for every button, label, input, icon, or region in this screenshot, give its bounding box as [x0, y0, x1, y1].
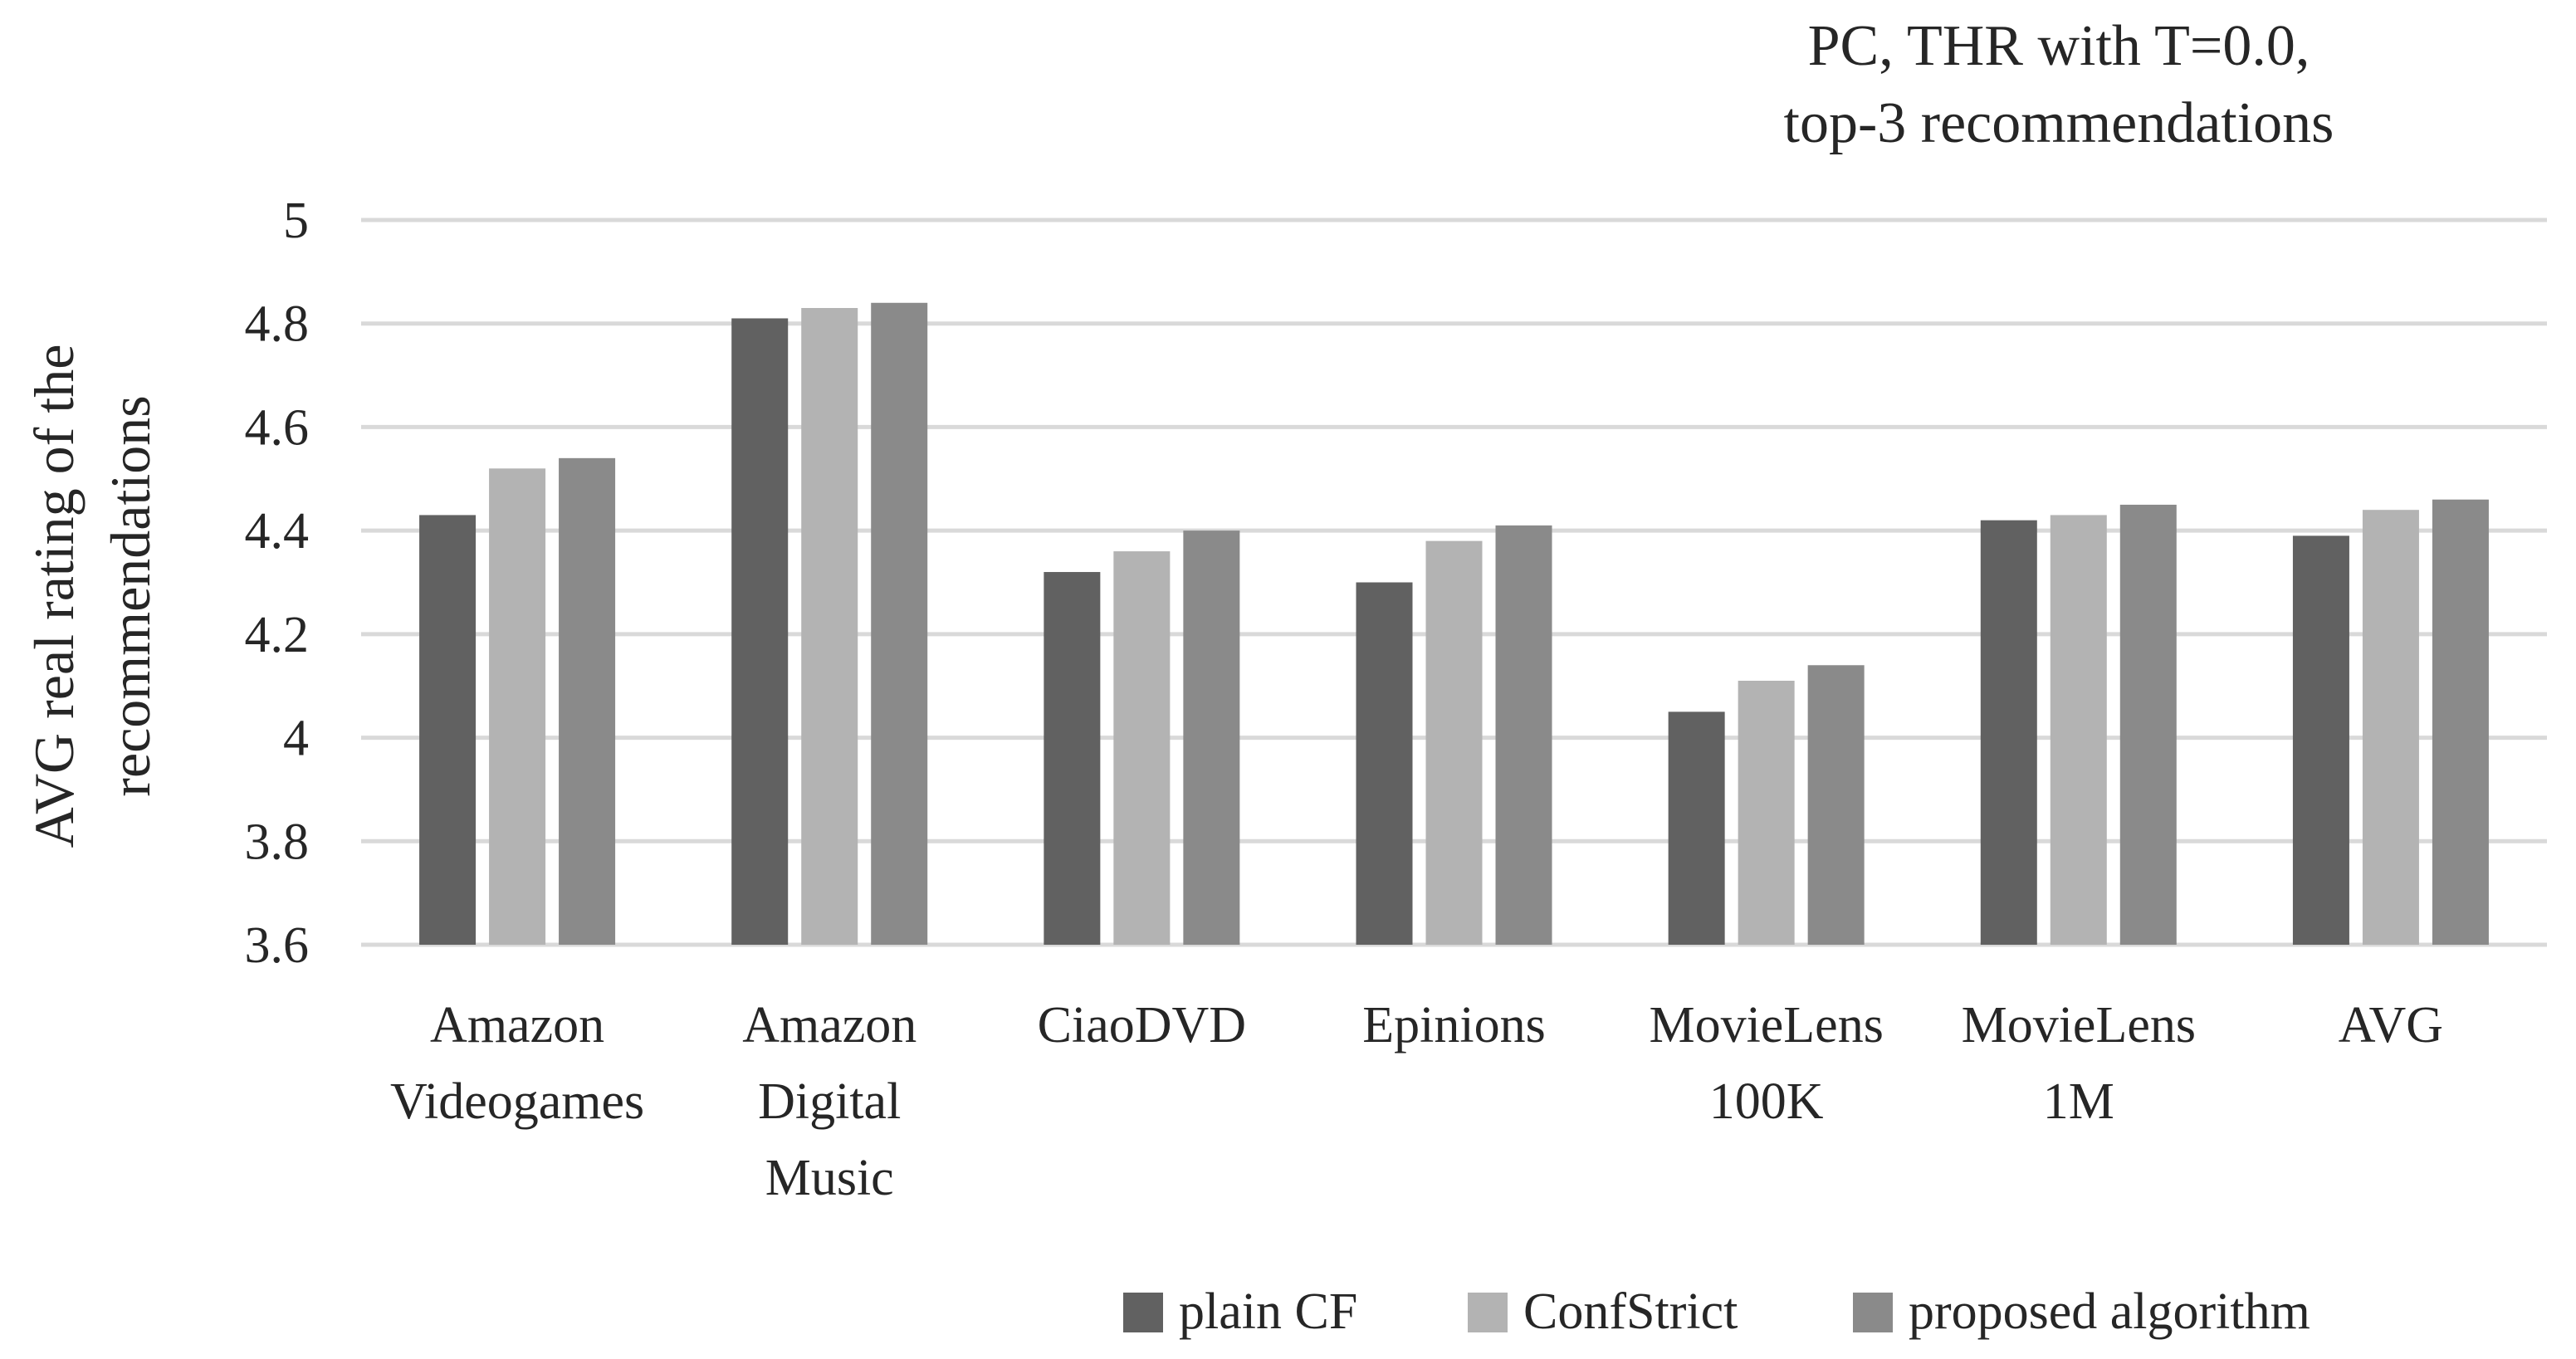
x-category-label: Digital	[758, 1073, 901, 1130]
y-tick-label: 3.8	[245, 814, 310, 870]
x-category-label: Amazon	[430, 997, 604, 1053]
bar-confstrict[interactable]	[2050, 515, 2107, 945]
legend-label-plain-cf: plain CF	[1179, 1283, 1357, 1340]
bar-confstrict[interactable]	[1425, 540, 1483, 945]
y-tick-label: 4	[283, 711, 309, 767]
x-category-label: MovieLens	[1649, 997, 1883, 1053]
x-category-label: 100K	[1709, 1073, 1824, 1130]
bar-confstrict[interactable]	[1113, 551, 1171, 945]
bar-plain-cf[interactable]	[1980, 520, 2037, 945]
legend[interactable]: plain CF ConfStrict proposed algorithm	[1123, 1283, 2310, 1340]
bar-plain-cf[interactable]	[419, 515, 477, 945]
bar-plain-cf[interactable]	[1356, 582, 1413, 946]
x-category-label: Videogames	[390, 1073, 644, 1130]
bar-confstrict[interactable]	[2362, 510, 2419, 945]
x-category-label: Music	[765, 1150, 894, 1206]
x-axis-category-labels: Amazon Videogames Amazon Digital Music CiaoDV…	[390, 997, 2443, 1206]
x-category-label: MovieLens	[1962, 997, 2196, 1053]
legend-swatch-confstrict	[1468, 1293, 1508, 1332]
y-axis-title: AVG real rating of the recommendations	[22, 345, 162, 848]
bars	[419, 302, 2489, 946]
x-category-label: 1M	[2043, 1073, 2114, 1130]
bar-confstrict[interactable]	[1738, 680, 1795, 945]
bar-plain-cf[interactable]	[1668, 711, 1725, 945]
bar-proposed-algorithm[interactable]	[559, 457, 616, 945]
bar-proposed-algorithm[interactable]	[2119, 504, 2177, 945]
bar-proposed-algorithm[interactable]	[871, 302, 928, 945]
bar-proposed-algorithm[interactable]	[2432, 499, 2489, 945]
bar-confstrict[interactable]	[489, 468, 546, 945]
bar-plain-cf[interactable]	[2292, 535, 2349, 945]
chart-title: PC, THR with T=0.0, top-3 recommendations	[1784, 14, 2334, 155]
legend-label-proposed-algorithm: proposed algorithm	[1909, 1283, 2310, 1340]
legend-swatch-plain-cf	[1123, 1293, 1163, 1332]
y-axis-ticks: 3.6 3.8 4 4.2 4.4 4.6 4.8 5	[245, 193, 310, 974]
bar-proposed-algorithm[interactable]	[1807, 665, 1865, 945]
y-tick-label: 3.6	[245, 917, 310, 974]
legend-swatch-proposed-algorithm	[1853, 1293, 1893, 1332]
y-tick-label: 4.2	[245, 607, 310, 663]
bar-confstrict[interactable]	[801, 308, 858, 945]
chart-title-line: top-3 recommendations	[1784, 91, 2334, 155]
bar-plain-cf[interactable]	[1044, 572, 1101, 945]
legend-label-confstrict: ConfStrict	[1523, 1283, 1738, 1340]
x-category-label: CiaoDVD	[1038, 997, 1246, 1053]
bar-proposed-algorithm[interactable]	[1183, 530, 1240, 945]
bar-plain-cf[interactable]	[731, 318, 789, 945]
chart-title-line: PC, THR with T=0.0,	[1808, 14, 2310, 78]
y-tick-label: 4.4	[245, 503, 310, 560]
y-tick-label: 4.6	[245, 399, 310, 456]
x-category-label: Amazon	[742, 997, 917, 1053]
y-tick-label: 5	[283, 193, 309, 249]
bar-proposed-algorithm[interactable]	[1495, 525, 1552, 945]
y-axis-title-line: AVG real rating of the	[22, 345, 86, 848]
y-tick-label: 4.8	[245, 296, 310, 353]
y-axis-title-line: recommendations	[99, 395, 162, 796]
x-category-label: AVG	[2339, 997, 2443, 1053]
x-category-label: Epinions	[1362, 997, 1545, 1053]
